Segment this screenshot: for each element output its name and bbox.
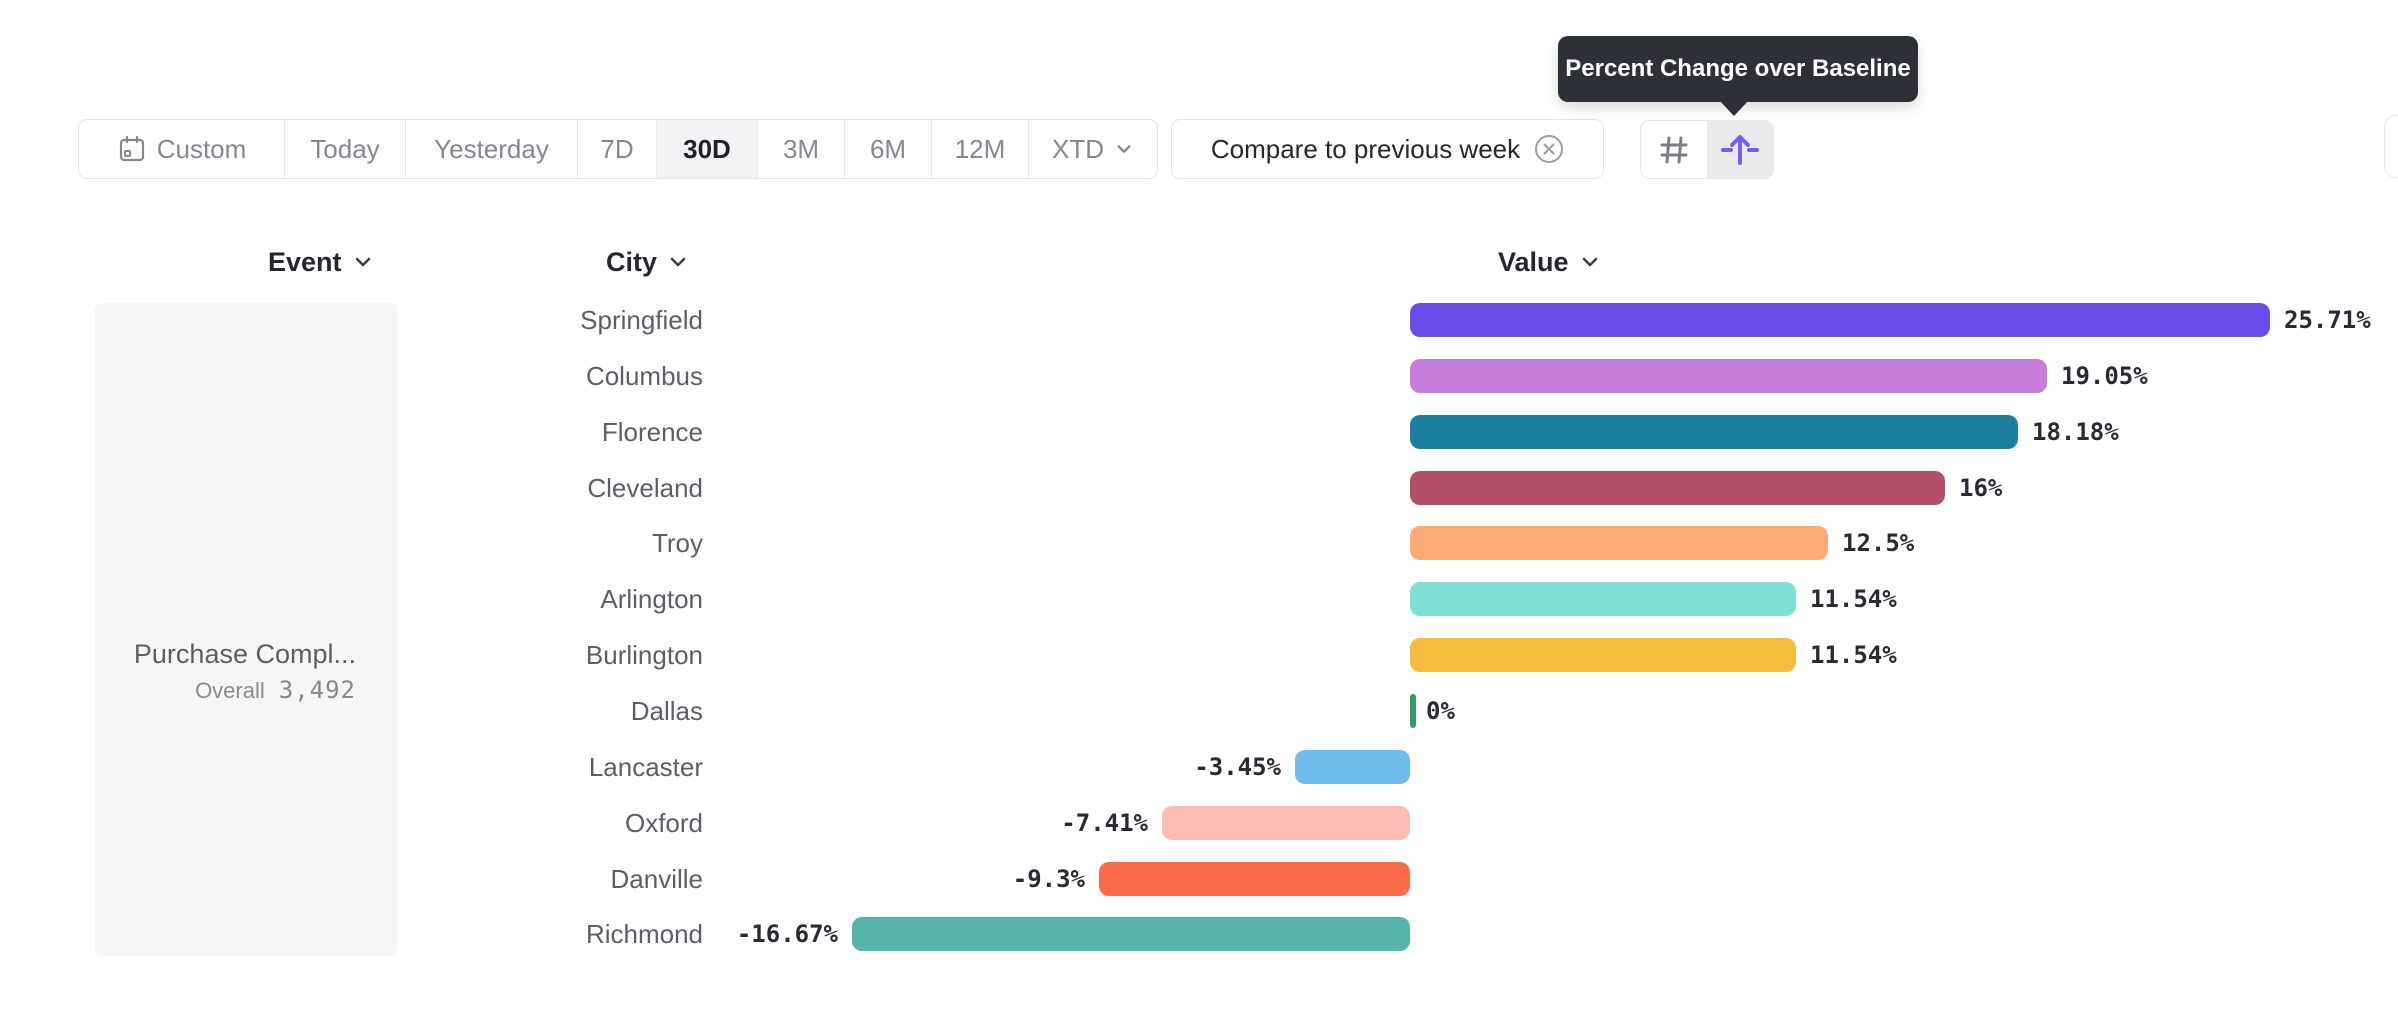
- grid-view-button[interactable]: [1641, 121, 1707, 178]
- city-label-dallas: Dallas: [630, 696, 703, 726]
- date-range-toolbar: Custom Today Yesterday 7D 30D 3M 6M 12M XTD: [78, 119, 1158, 179]
- range-button-label: Custom: [156, 133, 247, 164]
- range-button-label: 30D: [683, 133, 731, 164]
- chevron-down-icon: [1114, 139, 1134, 159]
- city-label-columbus: Columbus: [585, 361, 703, 391]
- range-button-label: Yesterday: [434, 133, 549, 164]
- range-button-today[interactable]: Today: [285, 120, 406, 178]
- range-button-yesterday[interactable]: Yesterday: [406, 120, 578, 178]
- chevron-down-icon: [352, 251, 374, 273]
- range-button-custom[interactable]: Custom: [79, 120, 285, 178]
- bar-troy[interactable]: [1410, 526, 1828, 560]
- range-button-label: Today: [310, 133, 380, 164]
- range-button-label: 7D: [600, 133, 634, 164]
- bar-value-label: -16.67%: [736, 920, 838, 948]
- range-button-12m[interactable]: 12M: [932, 120, 1029, 178]
- chevron-down-icon: [667, 251, 689, 273]
- circle-x-icon[interactable]: [1534, 134, 1564, 164]
- range-button-label: XTD: [1052, 133, 1104, 164]
- tooltip-text: Percent Change over Baseline: [1565, 55, 1911, 82]
- bar-value-label: 16%: [1959, 474, 2003, 502]
- city-label-lancaster: Lancaster: [588, 752, 703, 782]
- range-button-30d[interactable]: 30D: [657, 120, 758, 178]
- compare-chip-label: Compare to previous week: [1210, 133, 1521, 164]
- bar-value-label: 11.54%: [1810, 641, 1897, 669]
- city-label-troy: Troy: [651, 528, 703, 558]
- bar-richmond[interactable]: [852, 917, 1410, 951]
- city-label-oxford: Oxford: [624, 808, 703, 838]
- baseline-view-button[interactable]: [1707, 121, 1773, 178]
- tooltip-percent-change: Percent Change over Baseline: [1558, 36, 1918, 102]
- range-button-label: 12M: [954, 133, 1006, 164]
- city-label-springfield: Springfield: [580, 305, 703, 335]
- city-column-header[interactable]: City: [606, 246, 689, 278]
- tooltip-arrow: [1719, 100, 1749, 116]
- value-header-label: Value: [1498, 246, 1569, 277]
- range-button-xtd[interactable]: XTD: [1029, 120, 1157, 178]
- bar-value-label: 19.05%: [2061, 362, 2148, 390]
- compare-chip[interactable]: Compare to previous week: [1171, 119, 1604, 179]
- event-header-label: Event: [268, 246, 342, 277]
- bar-dallas[interactable]: [1410, 694, 1416, 728]
- overall-value: 3,492: [278, 676, 356, 704]
- city-label-richmond: Richmond: [585, 919, 703, 949]
- grid-icon: [1656, 132, 1692, 168]
- range-button-label: 6M: [869, 133, 907, 164]
- value-column-header[interactable]: Value: [1498, 246, 1601, 278]
- range-button-6m[interactable]: 6M: [845, 120, 932, 178]
- event-column-header[interactable]: Event: [268, 246, 374, 278]
- bar-springfield[interactable]: [1410, 303, 2270, 337]
- range-button-3m[interactable]: 3M: [758, 120, 845, 178]
- bar-value-label: -7.41%: [1061, 809, 1148, 837]
- view-toggle-group: [1640, 120, 1774, 179]
- bar-oxford[interactable]: [1162, 806, 1410, 840]
- bar-value-label: 12.5%: [1842, 529, 1915, 557]
- range-button-label: 3M: [782, 133, 820, 164]
- bar-value-label: 18.18%: [2032, 418, 2119, 446]
- bar-value-label: 0%: [1426, 697, 1455, 725]
- bar-value-label: -3.45%: [1194, 753, 1281, 781]
- city-label-danville: Danville: [610, 864, 704, 894]
- bar-columbus[interactable]: [1410, 359, 2047, 393]
- city-label-cleveland: Cleveland: [587, 473, 703, 503]
- bar-florence[interactable]: [1410, 415, 2018, 449]
- chevron-down-icon: [1579, 251, 1601, 273]
- overall-label: Overall: [195, 678, 265, 703]
- range-button-7d[interactable]: 7D: [578, 120, 657, 178]
- bar-value-label: 25.71%: [2284, 306, 2371, 334]
- bar-value-label: 11.54%: [1810, 585, 1897, 613]
- city-label-arlington: Arlington: [600, 584, 703, 614]
- bar-value-label: -9.3%: [1012, 865, 1085, 893]
- bar-burlington[interactable]: [1410, 638, 1796, 672]
- event-panel[interactable]: Purchase Compl... Overall 3,492: [95, 303, 398, 956]
- bar-cleveland[interactable]: [1410, 471, 1945, 505]
- city-label-florence: Florence: [601, 417, 703, 447]
- event-name: Purchase Compl...: [133, 639, 356, 669]
- city-label-burlington: Burlington: [585, 640, 703, 670]
- bar-lancaster[interactable]: [1295, 750, 1410, 784]
- calendar-icon: [117, 134, 147, 164]
- baseline-arrow-icon: [1720, 131, 1760, 169]
- city-header-label: City: [606, 246, 658, 277]
- bar-danville[interactable]: [1099, 862, 1410, 896]
- bar-arlington[interactable]: [1410, 582, 1796, 616]
